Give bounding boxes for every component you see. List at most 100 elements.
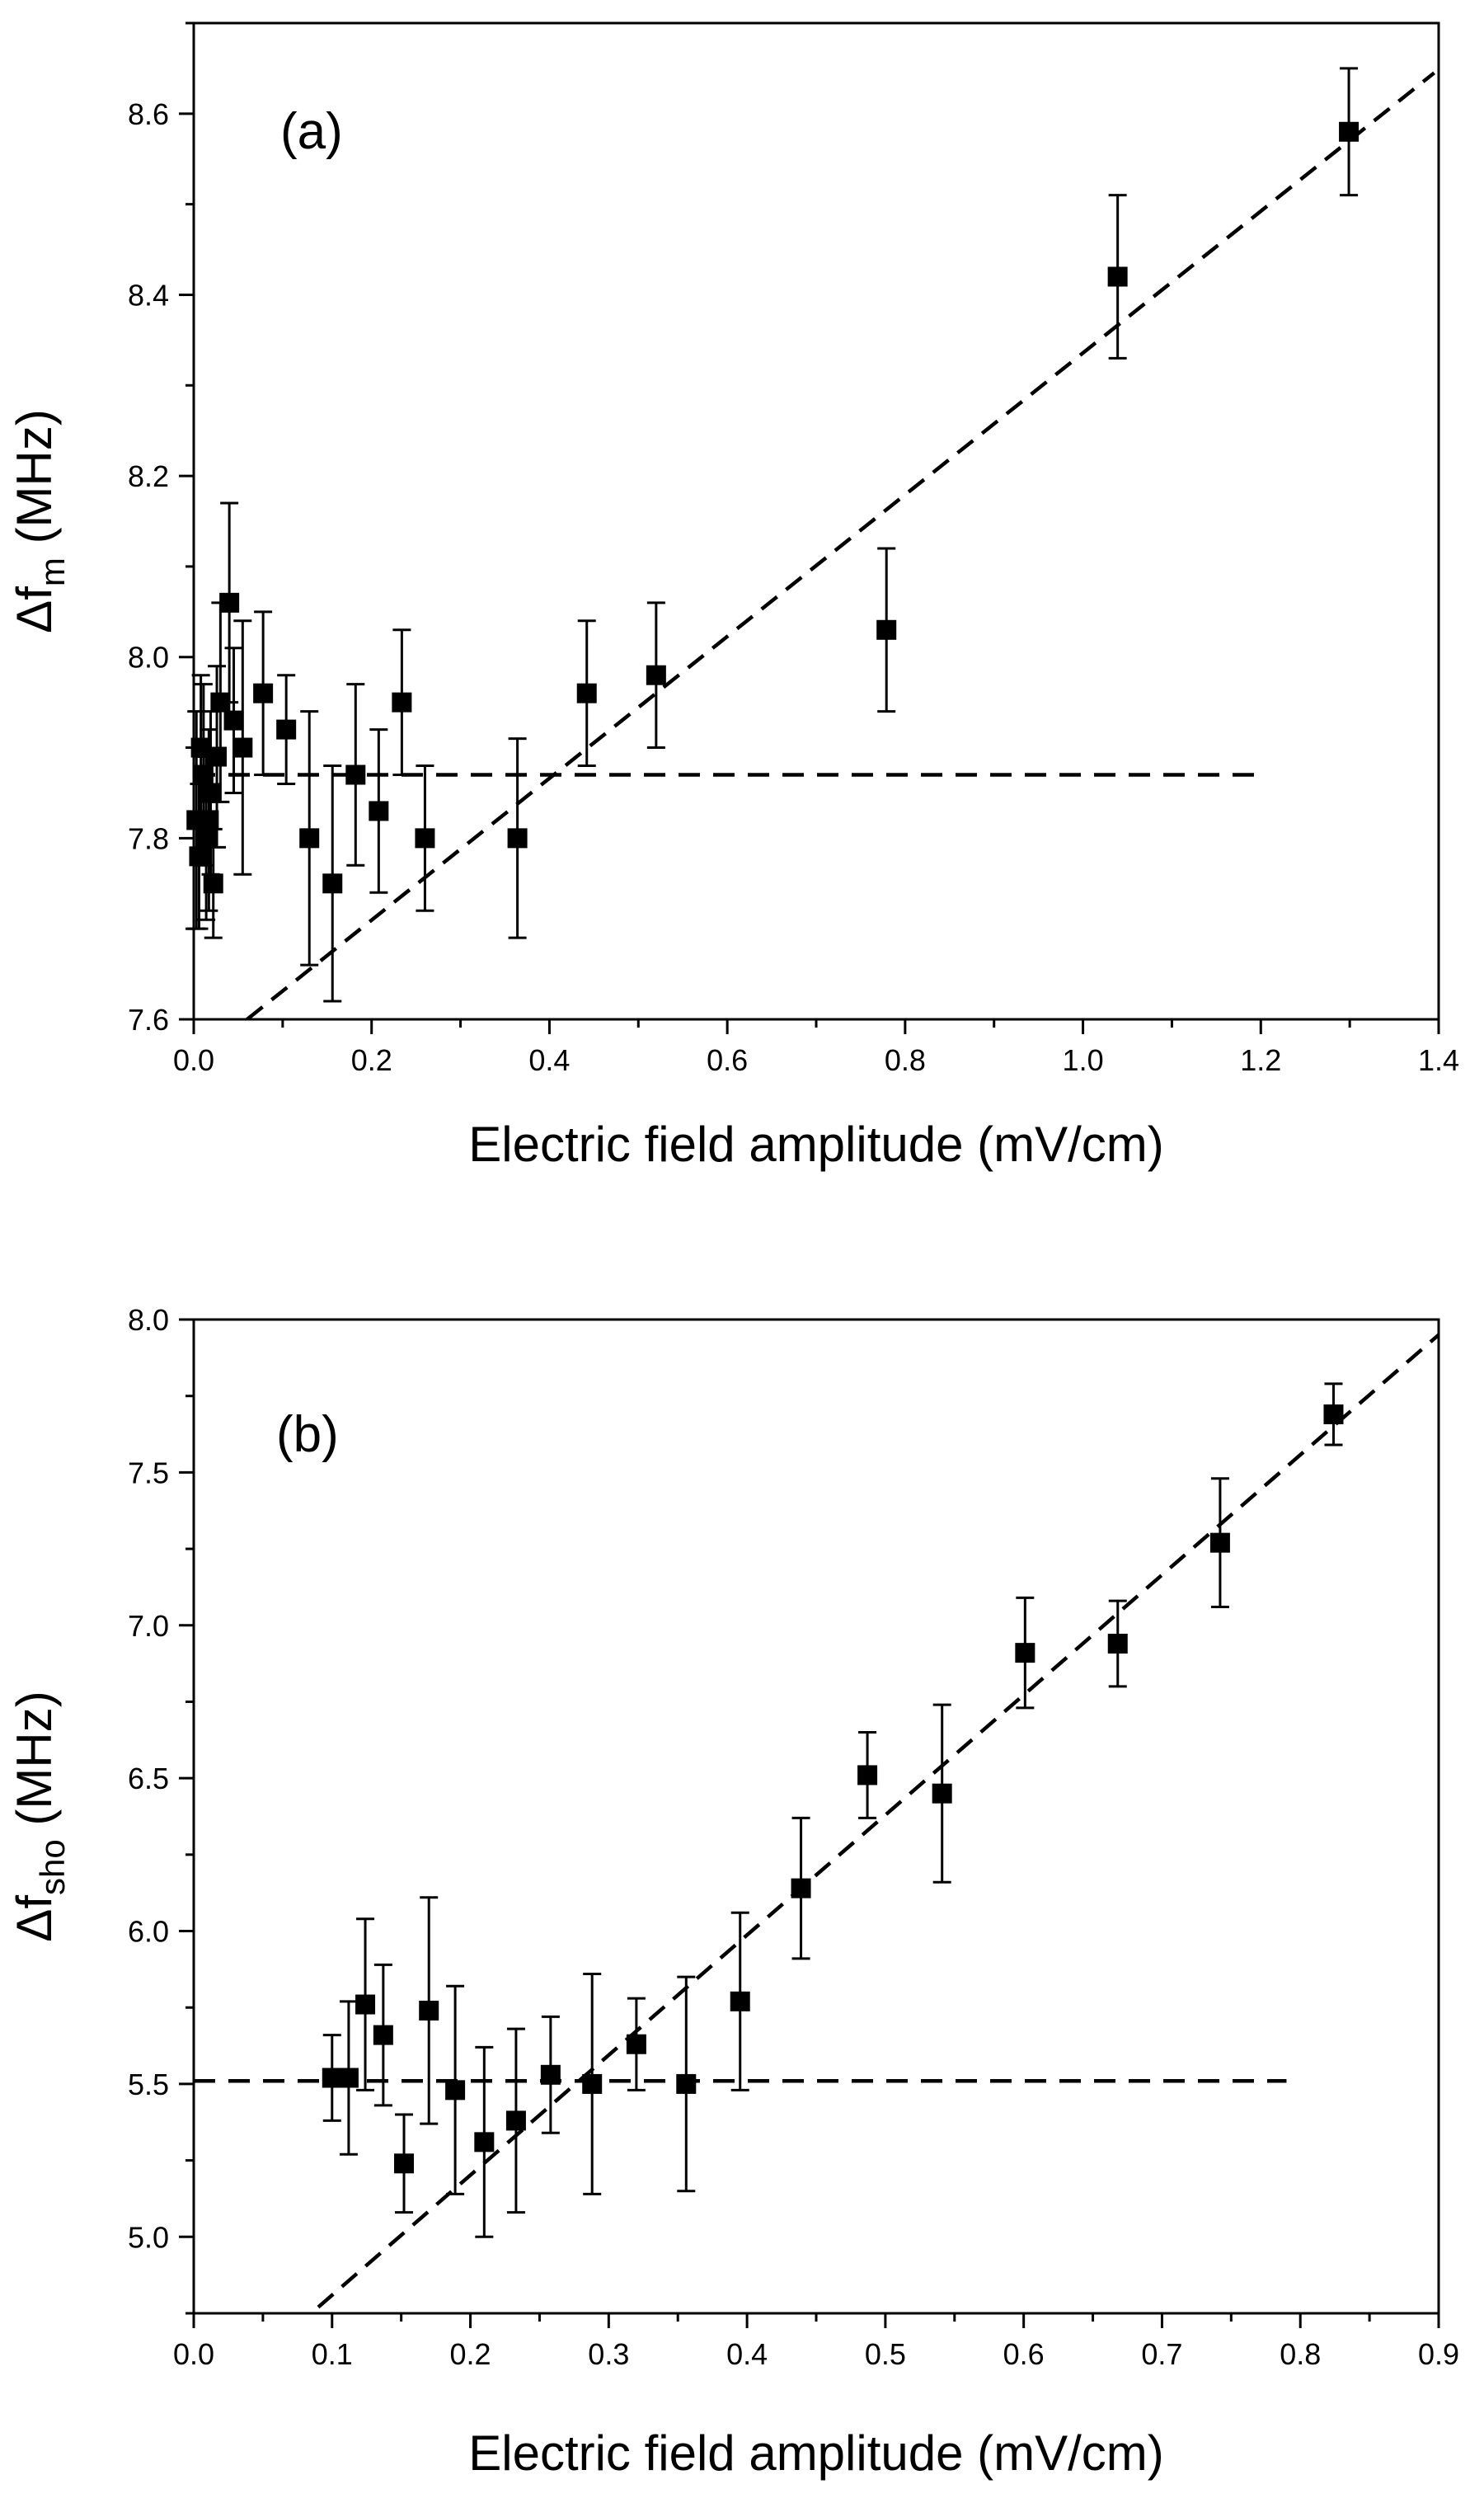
y-axis-title-main: Δf — [7, 586, 62, 633]
data-point — [232, 619, 253, 876]
data-marker — [338, 2068, 359, 2088]
x-tick-label: 0.8 — [1280, 2337, 1321, 2371]
x-tick-label: 1.0 — [1063, 1043, 1104, 1077]
data-marker — [1323, 1404, 1344, 1424]
data-point — [1209, 1477, 1230, 1609]
x-tick-label: 0.1 — [312, 2337, 353, 2371]
y-tick-label: 8.0 — [128, 641, 169, 675]
data-marker — [199, 810, 219, 830]
data-marker — [322, 873, 343, 894]
y-axis-title-subscript: sho — [33, 1839, 72, 1895]
data-point — [1339, 67, 1360, 197]
data-marker — [322, 2068, 342, 2088]
data-marker — [207, 746, 228, 767]
data-point — [1107, 1599, 1128, 1688]
data-marker — [203, 873, 223, 894]
data-point — [576, 619, 597, 768]
data-point — [299, 710, 320, 967]
data-marker — [540, 2064, 561, 2085]
data-point — [730, 1911, 750, 2091]
x-tick-label: 0.7 — [1141, 2337, 1182, 2371]
data-marker — [876, 619, 897, 640]
data-marker — [1107, 1634, 1128, 1654]
panel-label: (a) — [280, 103, 343, 160]
y-tick-label: 7.6 — [128, 1003, 169, 1037]
y-axis-title-main: Δf — [7, 1895, 62, 1942]
x-tick-label: 0.6 — [1003, 2337, 1045, 2371]
x-tick-label: 1.2 — [1240, 1043, 1281, 1077]
data-point — [1015, 1596, 1036, 1710]
y-tick-label: 5.0 — [128, 2220, 169, 2254]
data-point — [676, 1975, 697, 2193]
data-marker — [857, 1765, 878, 1785]
y-tick-label: 5.5 — [128, 2068, 169, 2101]
data-marker — [1107, 266, 1128, 287]
data-marker — [373, 2025, 393, 2045]
data-marker — [1339, 121, 1360, 142]
x-axis-title: Electric field amplitude (mV/cm) — [468, 2425, 1164, 2481]
data-point — [345, 683, 366, 867]
y-tick-label: 6.5 — [128, 1762, 169, 1795]
y-tick-label: 7.0 — [128, 1609, 169, 1643]
data-point — [253, 610, 274, 776]
data-marker — [219, 592, 240, 613]
data-marker — [576, 683, 597, 703]
data-marker — [791, 1878, 811, 1898]
data-marker — [415, 828, 435, 849]
y-tick-label: 7.5 — [128, 1456, 169, 1489]
data-marker — [419, 2000, 439, 2021]
y-tick-label: 8.6 — [128, 97, 169, 131]
y-axis-title: Δfm (MHz) — [7, 409, 72, 633]
chart-panel-a: 0.0 0.2 0.4 0.6 0.8 1.0 1.2 1.4 7.6 7.8 8.0 8.2 8.4 8… — [7, 21, 1459, 1172]
y-tick-label: 7.8 — [128, 821, 169, 855]
data-marker — [1015, 1643, 1036, 1663]
y-tick-label: 8.2 — [128, 459, 169, 493]
data-marker — [394, 2153, 415, 2174]
x-tick-label: 1.4 — [1418, 1043, 1459, 1077]
data-point — [219, 501, 240, 704]
data-point — [419, 1896, 439, 2125]
y-tick-label: 6.0 — [128, 1915, 169, 1949]
data-point — [791, 1816, 811, 1960]
data-point — [392, 628, 412, 776]
data-point — [582, 1972, 603, 2195]
data-marker — [507, 828, 528, 849]
data-point — [394, 2113, 415, 2214]
linear-fit-line — [317, 1333, 1439, 2309]
x-tick-label: 0.4 — [528, 1043, 570, 1077]
data-marker — [253, 683, 274, 703]
data-point — [415, 765, 435, 912]
x-tick-label: 0.3 — [588, 2337, 629, 2371]
linear-fit-line — [246, 71, 1436, 1019]
data-point — [355, 1917, 376, 2091]
data-point — [932, 1703, 952, 1884]
data-marker — [232, 737, 253, 758]
data-marker — [505, 2110, 526, 2131]
data-point — [540, 2015, 561, 2134]
y-axis-title-unit: (MHz) — [7, 1691, 62, 1839]
x-axis-title: Electric field amplitude (mV/cm) — [468, 1117, 1164, 1172]
y-axis-title-unit: (MHz) — [7, 409, 62, 558]
x-tick-label: 0.9 — [1418, 2337, 1459, 2371]
data-marker — [1209, 1532, 1230, 1553]
data-point — [369, 728, 389, 894]
x-tick-label: 0.6 — [707, 1043, 748, 1077]
data-point — [276, 674, 297, 785]
y-tick-label: 8.0 — [128, 1303, 169, 1337]
data-point — [505, 2027, 526, 2214]
data-marker — [369, 801, 389, 821]
data-marker — [345, 765, 366, 785]
data-point — [322, 2034, 342, 2122]
x-tick-label: 0.2 — [351, 1043, 392, 1077]
data-point — [1323, 1382, 1344, 1447]
data-marker — [932, 1783, 952, 1804]
data-point — [445, 1984, 466, 2195]
x-tick-label: 0.0 — [173, 1043, 214, 1077]
x-tick-label: 0.0 — [173, 2337, 214, 2371]
y-axis-title: Δfsho (MHz) — [7, 1691, 72, 1941]
data-point — [626, 1997, 646, 2091]
data-point — [1107, 194, 1128, 360]
data-marker — [445, 2080, 466, 2101]
